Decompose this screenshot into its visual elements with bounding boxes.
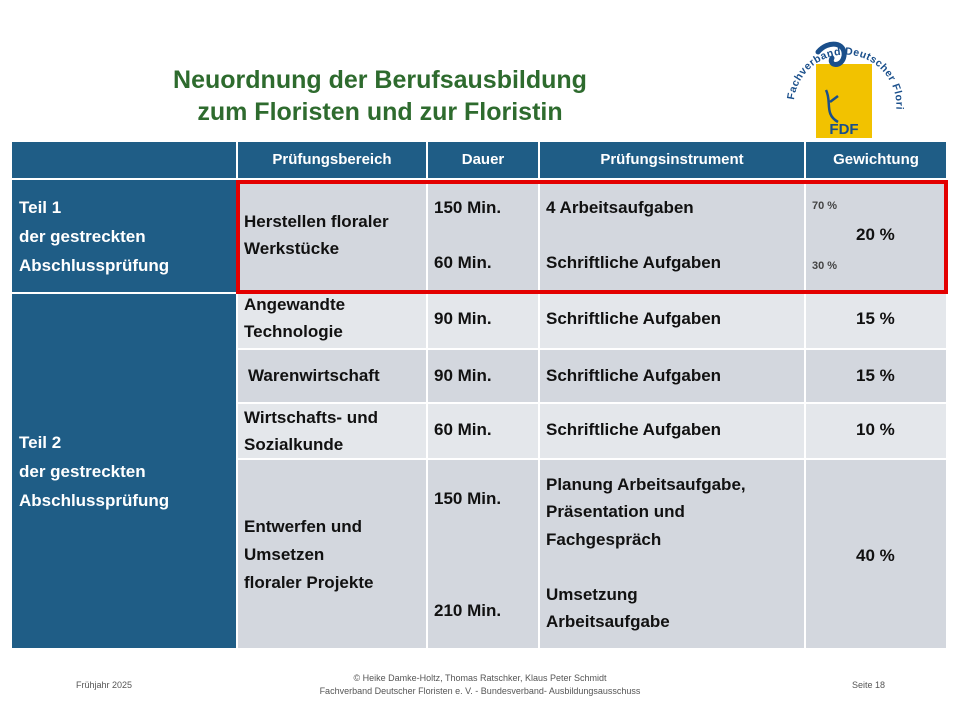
bereich-line: Umsetzen	[244, 545, 325, 564]
instrument-value: Schriftliche Aufgaben	[546, 420, 722, 439]
instrument-value: Schriftliche Aufgaben	[546, 309, 722, 328]
gewichtung-cell: 40 %	[806, 460, 948, 650]
instrument-value: Umsetzung	[546, 585, 638, 604]
bereich-line: Wirtschafts- und	[244, 408, 378, 427]
instrument-value: Fachgespräch	[546, 530, 662, 549]
sub-weight: 30 %	[812, 260, 838, 272]
instrument-cell: Schriftliche Aufgaben	[540, 404, 806, 460]
instrument-cell: Schriftliche Aufgaben	[540, 294, 806, 350]
instrument-value: Schriftliche Aufgaben	[546, 366, 722, 385]
instrument-value: Planung Arbeitsaufgabe,	[546, 475, 746, 494]
gewichtung-cell: 10 %	[806, 404, 948, 460]
dauer-cell: 150 Min. 60 Min.	[428, 180, 540, 294]
bereich-line: Sozialkunde	[244, 435, 344, 454]
bereich-line: Warenwirtschaft	[248, 366, 380, 385]
title-line-2: zum Floristen und zur Floristin	[197, 98, 563, 126]
instrument-value: Arbeitsaufgabe	[546, 612, 670, 631]
dauer-value: 60 Min.	[434, 253, 492, 272]
dauer-value: 90 Min.	[434, 366, 492, 385]
teil2-line3: Abschlussprüfung	[19, 490, 170, 510]
teil2-line2: der gestreckten	[19, 461, 146, 481]
instrument-cell: Planung Arbeitsaufgabe, Präsentation und…	[540, 460, 806, 650]
header-empty	[12, 142, 238, 180]
teil2-line1: Teil 2	[19, 432, 62, 452]
dauer-value: 210 Min.	[434, 601, 502, 620]
teil1-line1: Teil 1	[19, 197, 62, 217]
footer-page-number: Seite 18	[852, 680, 886, 690]
teil1-line3: Abschlussprüfung	[19, 255, 170, 275]
instrument-value: 4 Arbeitsaufgaben	[546, 198, 694, 217]
sub-weight: 70 %	[812, 200, 838, 212]
footer-credits: © Heike Damke-Holtz, Thomas Ratschker, K…	[250, 672, 710, 698]
highlight-box	[236, 180, 948, 294]
fdf-logo: Fachverband Deutscher Floristen e.V. FDF	[776, 22, 905, 138]
dauer-cell: 90 Min.	[428, 294, 540, 350]
logo-yellow-panel	[816, 64, 872, 138]
dauer-cell: 60 Min.	[428, 404, 540, 460]
gewichtung-cell: 70 % 20 % 30 %	[806, 180, 948, 294]
header-gewichtung: Gewichtung	[806, 142, 948, 180]
teil1-line2: der gestreckten	[19, 226, 146, 246]
teil1-label: Teil 1 der gestreckten Abschlussprüfung	[12, 180, 238, 294]
table-row: Wirtschafts- und Sozialkunde	[238, 404, 428, 460]
footer-credits-line2: Fachverband Deutscher Floristen e. V. - …	[319, 686, 641, 696]
instrument-value: Schriftliche Aufgaben	[546, 253, 722, 272]
bereich-line: Technologie	[244, 322, 343, 341]
dauer-value: 90 Min.	[434, 309, 492, 328]
dauer-value: 60 Min.	[434, 420, 492, 439]
bereich-line: Entwerfen und	[244, 517, 363, 536]
logo-swirl	[815, 41, 847, 67]
weight-value: 10 %	[856, 420, 895, 439]
table-row: Angewandte Technologie	[238, 294, 428, 350]
teil2-label: Teil 2 der gestreckten Abschlussprüfung	[12, 294, 238, 650]
bereich-line: Werkstücke	[244, 239, 340, 258]
weight-value: 40 %	[856, 546, 895, 565]
dauer-cell: 150 Min. 210 Min.	[428, 460, 540, 650]
gewichtung-cell: 15 %	[806, 294, 948, 350]
footer-date: Frühjahr 2025	[76, 680, 133, 690]
weight-value: 20 %	[856, 225, 895, 244]
header-pruefungsinstrument: Prüfungsinstrument	[540, 142, 806, 180]
bereich-line: floraler Projekte	[244, 573, 374, 592]
table-row: Entwerfen und Umsetzen floraler Projekte	[238, 460, 428, 650]
dauer-cell: 90 Min.	[428, 350, 540, 404]
instrument-cell: Schriftliche Aufgaben	[540, 350, 806, 404]
title-line-1: Neuordnung der Berufsausbildung	[173, 66, 587, 94]
bereich-line: Angewandte	[244, 295, 346, 314]
footer-credits-line1: © Heike Damke-Holtz, Thomas Ratschker, K…	[353, 673, 607, 683]
slide-title: Neuordnung der Berufsausbildung zum Flor…	[100, 64, 660, 128]
header-dauer: Dauer	[428, 142, 540, 180]
logo-badge: FDF	[829, 121, 858, 138]
instrument-cell: 4 Arbeitsaufgaben Schriftliche Aufgaben	[540, 180, 806, 294]
dauer-value: 150 Min.	[434, 198, 502, 217]
gewichtung-cell: 15 %	[806, 350, 948, 404]
weight-value: 15 %	[856, 309, 895, 328]
instrument-value: Präsentation und	[546, 502, 685, 521]
bereich-line: Herstellen floraler	[244, 212, 389, 231]
weight-value: 15 %	[856, 366, 895, 385]
table-row: Warenwirtschaft	[238, 350, 428, 404]
logo-flower-stroke	[824, 89, 839, 124]
dauer-value: 150 Min.	[434, 489, 502, 508]
header-pruefungsbereich: Prüfungsbereich	[238, 142, 428, 180]
